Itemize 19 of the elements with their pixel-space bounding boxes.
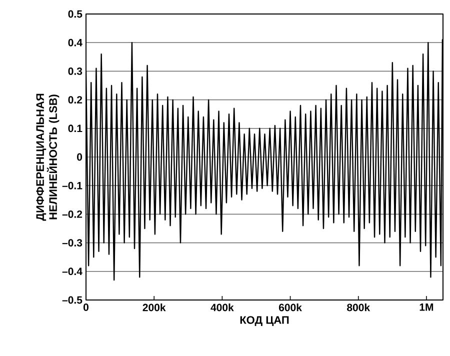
x-tick-label: 600k [278, 304, 302, 312]
y-tick-label: –0.4 [62, 268, 82, 276]
y-tick-label: 0.4 [68, 38, 82, 46]
x-tick-label: 800k [347, 304, 370, 312]
y-tick-label: 0.2 [68, 96, 82, 104]
y-tick-label: 0 [77, 153, 82, 161]
y-tick-label: –0.1 [62, 182, 82, 190]
x-tick-label: 200k [142, 304, 166, 312]
x-tick-label: 1M [420, 304, 434, 311]
y-tick-label: 0.5 [68, 10, 82, 18]
y-tick-label: 0.3 [68, 67, 82, 75]
x-tick-label: 400k [210, 304, 234, 312]
y-axis-title: ДИФФЕРЕНЦИАЛЬНАЯ НЕЛИНЕЙНОСТЬ (LSB) [36, 94, 60, 221]
y-tick-label: –0.2 [62, 210, 82, 218]
y-tick-label: –0.3 [62, 239, 82, 247]
x-tick-label: 0 [83, 304, 88, 311]
y-tick-label: –0.5 [62, 296, 82, 304]
x-axis-title: КОД ЦАП [240, 316, 289, 326]
y-tick-label: 0.1 [68, 124, 82, 132]
